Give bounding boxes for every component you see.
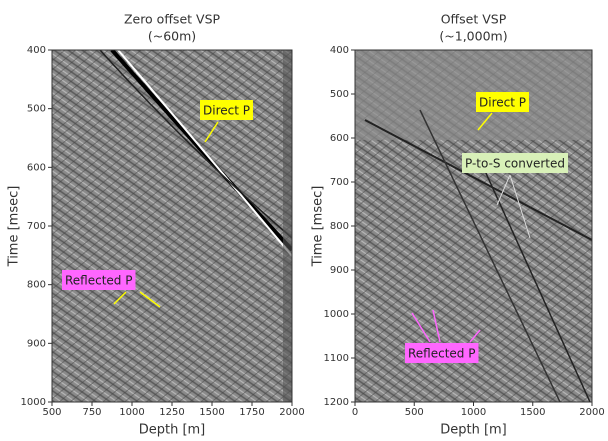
y-tick-label: 900: [27, 338, 46, 349]
x-tick-label: 500: [42, 407, 61, 418]
annotation: Reflected P: [65, 274, 132, 288]
y-tick-label: 1000: [21, 397, 46, 408]
chart-title: Offset VSP: [441, 12, 507, 27]
x-tick-label: 1000: [461, 407, 486, 418]
x-tick-label: 0: [352, 407, 358, 418]
x-tick-label: 500: [405, 407, 424, 418]
chart-subtitle: (~60m): [148, 29, 196, 44]
y-tick-label: 500: [330, 89, 349, 100]
y-tick-label: 700: [27, 221, 46, 232]
annotation-box: [62, 270, 136, 290]
y-tick-label: 800: [27, 280, 46, 291]
x-axis-label: Depth [m]: [440, 423, 507, 438]
x-tick-label: 1000: [119, 407, 144, 418]
annotation: Reflected P: [408, 347, 475, 361]
y-tick-label: 500: [27, 104, 46, 115]
seismic-image: [52, 50, 292, 402]
chart-title: Zero offset VSP: [124, 12, 221, 27]
x-tick-label: 750: [82, 407, 101, 418]
annotation-box: [462, 153, 569, 173]
y-tick-label: 1000: [324, 309, 349, 320]
y-tick-label: 600: [330, 133, 349, 144]
x-tick-label: 1500: [520, 407, 545, 418]
x-tick-label: 2000: [279, 407, 304, 418]
x-tick-label: 1500: [199, 407, 224, 418]
x-tick-label: 1750: [239, 407, 264, 418]
arrows: [113, 112, 493, 308]
y-axis-label: Time [msec]: [7, 186, 22, 268]
y-tick-label: 600: [27, 162, 46, 173]
arrows: [411, 309, 481, 343]
y-tick-label: 1100: [324, 353, 349, 364]
x-axis-label: Depth [m]: [139, 423, 206, 438]
y-axis-label: Time [msec]: [311, 186, 326, 268]
y-tick-label: 400: [27, 45, 46, 56]
annotation: Direct P: [203, 104, 250, 118]
x-tick-label: 1250: [159, 407, 184, 418]
y-tick-label: 400: [330, 45, 349, 56]
annotation-box: [405, 343, 479, 363]
x-tick-label: 2000: [579, 407, 604, 418]
annotation-box: [200, 100, 253, 120]
chart-subtitle: (~1,000m): [439, 29, 507, 44]
y-tick-label: 900: [330, 265, 349, 276]
y-tick-label: 1200: [324, 397, 349, 408]
annotation: P-to-S converted: [465, 157, 565, 171]
y-tick-label: 800: [330, 221, 349, 232]
annotation-box: [476, 92, 529, 112]
seismic-image: [355, 50, 592, 402]
y-tick-label: 700: [330, 177, 349, 188]
arrows: [496, 174, 531, 239]
annotation: Direct P: [479, 96, 526, 110]
